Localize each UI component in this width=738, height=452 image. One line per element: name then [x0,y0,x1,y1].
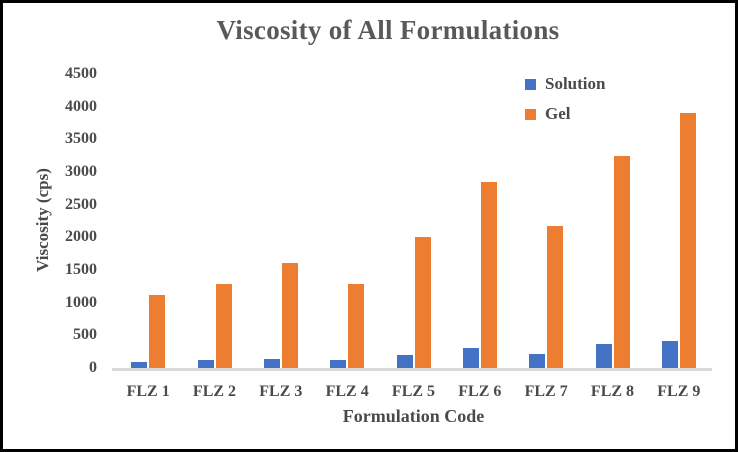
legend-label-gel: Gel [545,104,571,123]
x-tick-label: FLZ 9 [657,383,701,400]
y-axis-title: Viscosity (cps) [33,168,52,272]
bar-solution-flz-8 [595,343,612,368]
y-tick-label: 0 [89,359,97,376]
y-tick-label: 3500 [65,130,97,148]
plot-area [112,74,712,371]
x-tick-label: FLZ 7 [524,383,568,400]
x-tick-label: FLZ 2 [192,383,237,400]
x-axis-line [112,368,712,371]
y-tick-label: 4000 [65,97,97,115]
bar-solution-flz-4 [330,360,347,368]
x-tick-label: FLZ 6 [458,383,502,400]
y-tick-label: 1500 [65,261,97,278]
legend-item-gel: Gel [525,104,605,123]
chart-title: Viscosity of All Formulations [216,15,560,45]
bar-gel-flz-7 [547,226,564,368]
bar-solution-flz-2 [197,359,214,368]
bar-solution-flz-1 [131,362,148,368]
x-tick-label: FLZ 5 [391,383,436,400]
y-tick-label: 3000 [65,163,97,180]
y-tick-label: 2000 [65,228,97,246]
bar-gel-flz-4 [348,284,365,368]
x-axis-title: Formulation Code [342,406,485,426]
bar-gel-flz-8 [613,155,630,368]
legend-item-solution: Solution [525,74,606,93]
x-tick-label: FLZ 4 [325,383,369,400]
bar-solution-flz-5 [396,354,413,368]
bar-solution-flz-6 [462,348,479,368]
x-tick-label: FLZ 3 [259,383,303,400]
bar-gel-flz-3 [281,263,298,368]
bar-gel-flz-6 [480,181,497,368]
x-tick-label: FLZ 8 [590,383,635,400]
bar-gel-flz-5 [414,237,431,368]
bar-solution-flz-9 [661,340,678,368]
bar-solution-flz-3 [263,358,280,368]
y-tick-label: 2500 [65,195,97,213]
chart-legend: Solution Gel [525,74,606,135]
gel-swatch-icon [525,108,536,120]
x-tick-label: FLZ 1 [126,383,170,400]
bar-gel-flz-9 [679,113,696,368]
bar-solution-flz-7 [529,353,546,368]
y-tick-label: 1000 [65,293,97,311]
legend-label-solution: Solution [545,74,606,93]
bar-gel-flz-2 [215,284,232,368]
y-tick-label: 500 [73,326,97,344]
solution-swatch-icon [525,78,536,90]
bar-gel-flz-1 [149,294,166,368]
y-tick-label: 4500 [65,65,97,82]
